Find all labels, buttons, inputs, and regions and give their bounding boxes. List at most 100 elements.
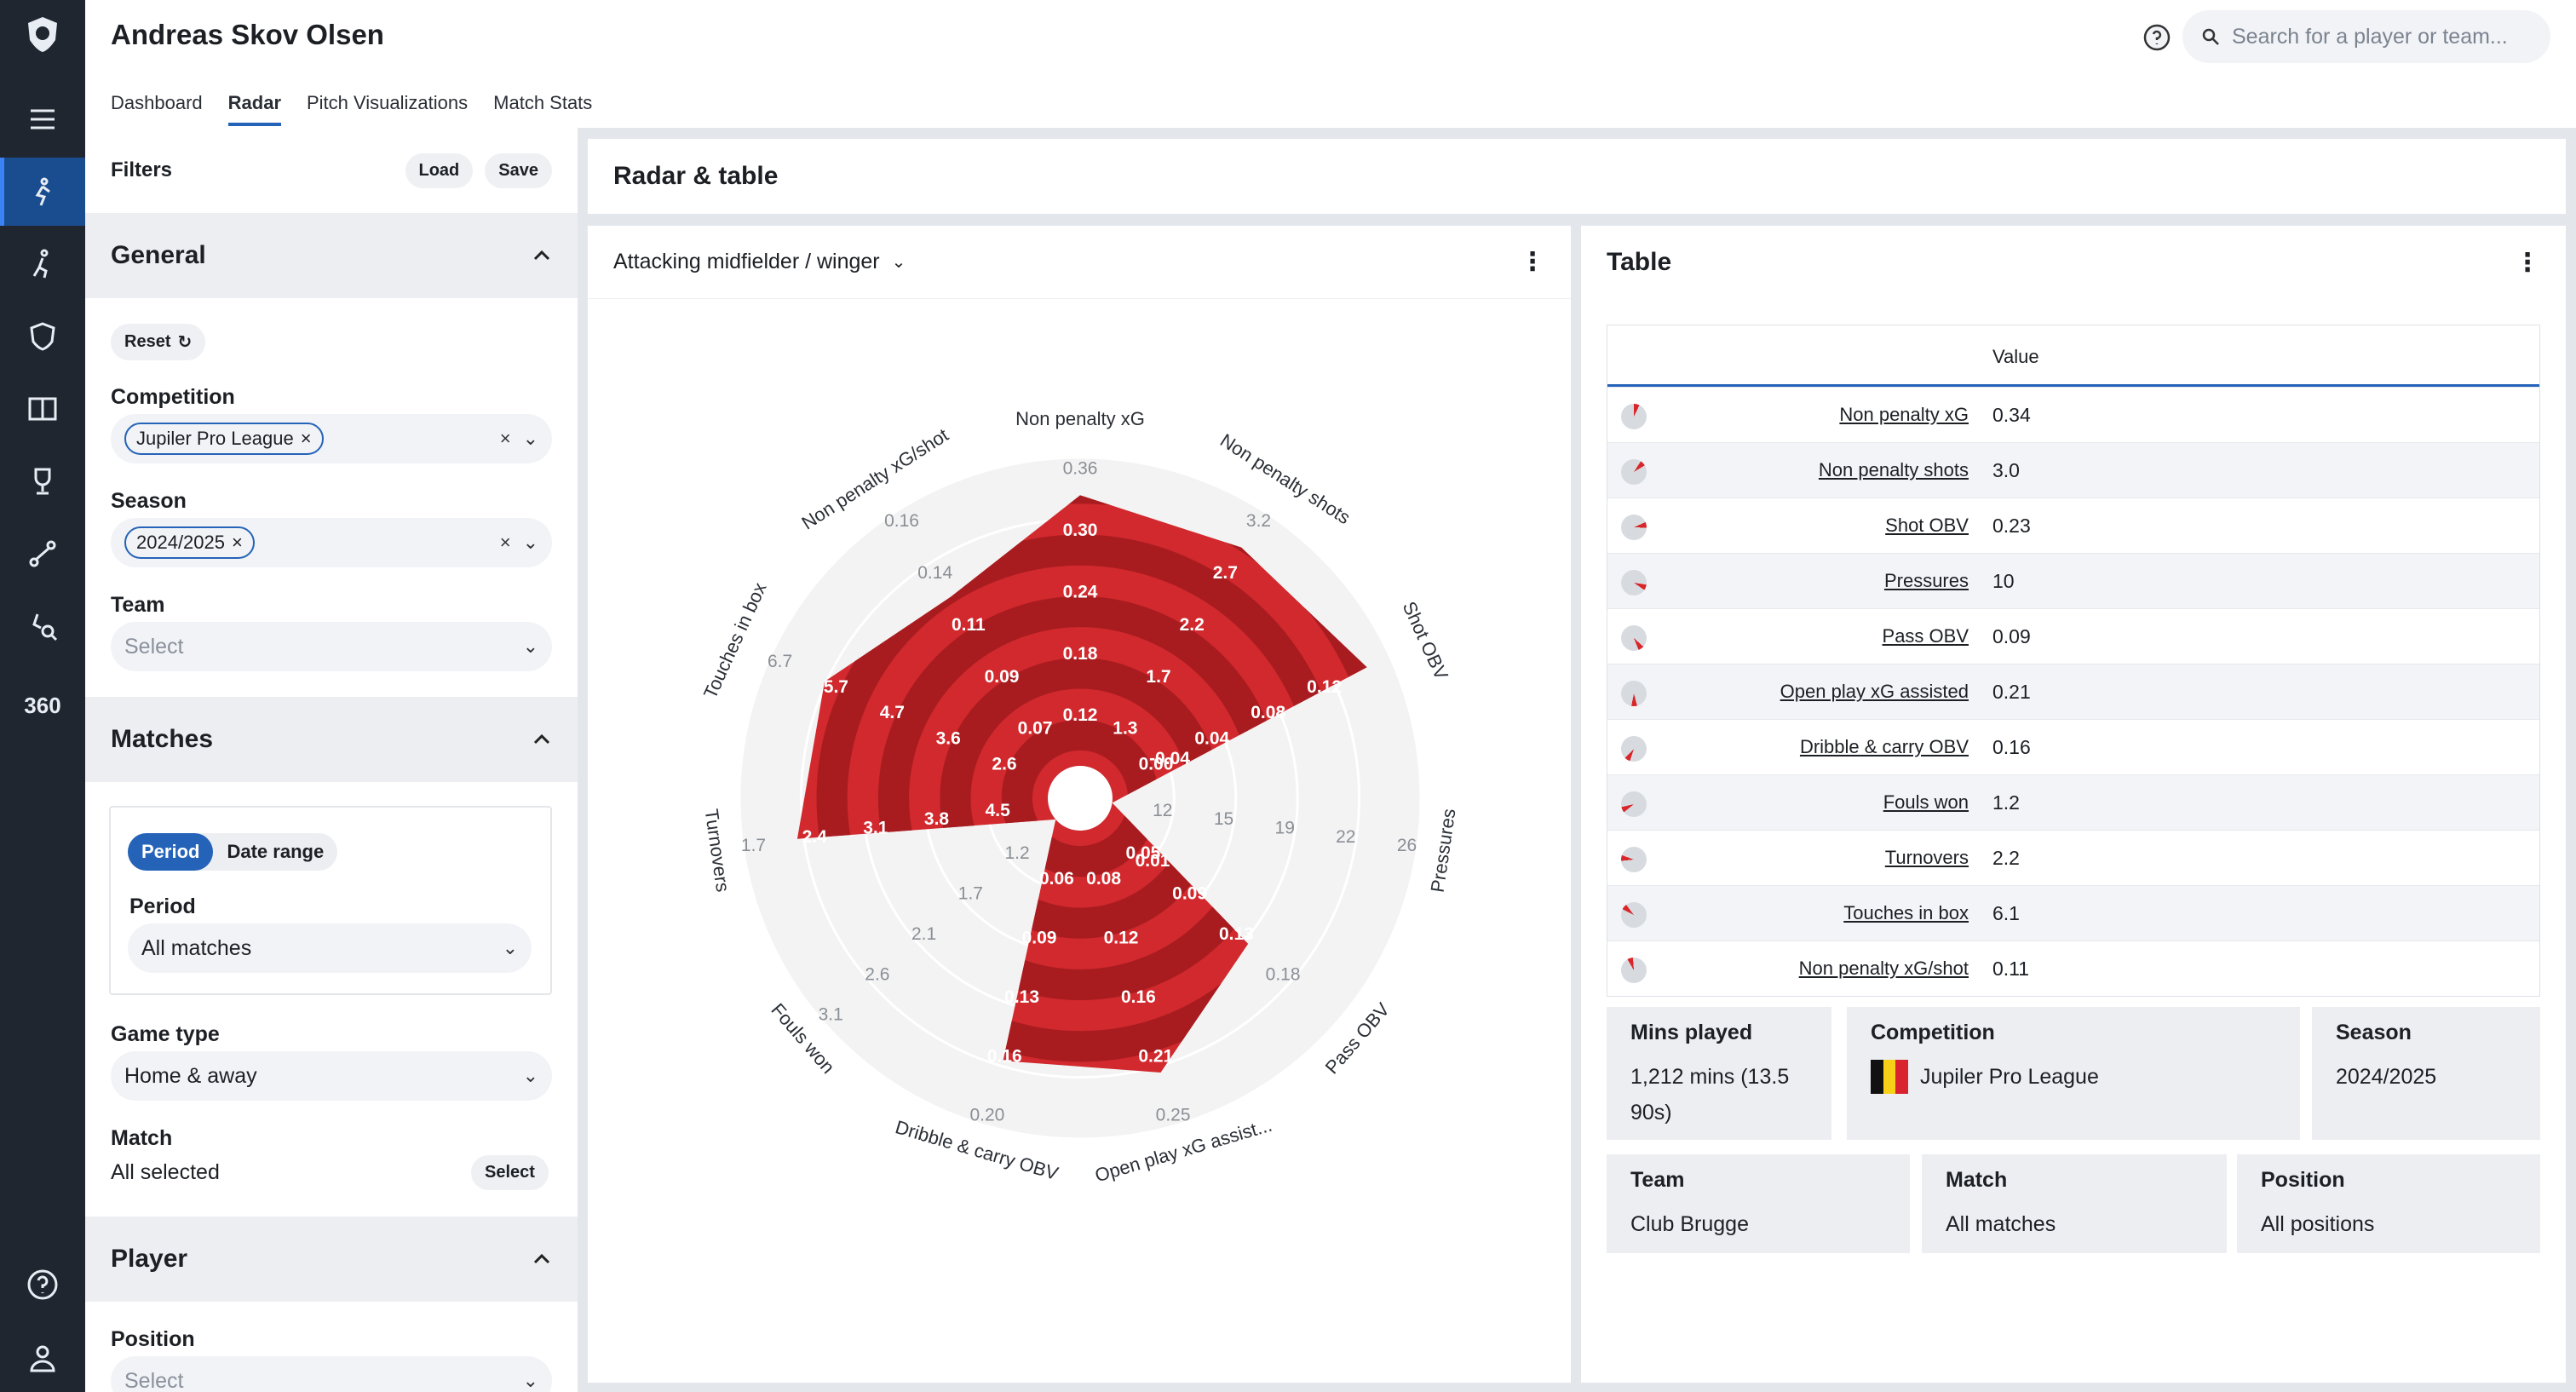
game-type-value: Home & away (124, 1063, 257, 1088)
metric-value: 10 (1992, 569, 2015, 592)
radar-tick-label: 0.14 (917, 563, 952, 583)
help-icon[interactable] (2142, 22, 2172, 53)
period-value: All matches (141, 935, 252, 960)
save-button[interactable]: Save (485, 152, 552, 188)
game-type-label: Game type (111, 1022, 220, 1046)
filters-title: Filters (111, 158, 173, 181)
season-chip[interactable]: 2024/2025 × (124, 526, 255, 559)
radar-tick-label: 0.24 (1063, 582, 1098, 601)
competition-select[interactable]: Jupiler Pro League × × ⌄ (111, 414, 552, 463)
network-icon[interactable] (0, 520, 85, 588)
metric-value: 0.34 (1992, 403, 2031, 426)
radar-tick-label: 0.08 (1251, 703, 1285, 722)
metric-link[interactable]: Non penalty xG (1839, 404, 1969, 425)
radar-tick-label: -0.04 (1149, 749, 1190, 768)
game-type-select[interactable]: Home & away ⌄ (111, 1051, 552, 1101)
chevron-down-icon: ⌄ (522, 636, 538, 657)
metric-link[interactable]: Open play xG assisted (1780, 681, 1969, 702)
chevron-up-icon (533, 733, 550, 745)
season-value: 2024/2025 (2336, 1065, 2437, 1089)
metric-link[interactable]: Non penalty xG/shot (1798, 958, 1969, 979)
metric-link[interactable]: Non penalty shots (1818, 459, 1969, 480)
remove-chip-icon[interactable]: × (300, 428, 312, 449)
tab-pitch-visualizations[interactable]: Pitch Visualizations (307, 92, 469, 113)
radar-tick-label: 3.1 (863, 819, 888, 838)
metric-link[interactable]: Touches in box (1843, 902, 1969, 923)
player-section-header[interactable]: Player (85, 1217, 578, 1302)
metric-link[interactable]: Shot OBV (1885, 515, 1969, 536)
match-label: Match (111, 1126, 173, 1150)
metric-value: 0.23 (1992, 514, 2031, 537)
metric-link[interactable]: Pass OBV (1882, 625, 1969, 647)
clear-icon[interactable]: × (499, 428, 511, 449)
radar-tick-label: 3.2 (1246, 511, 1271, 531)
search-input[interactable]: Search for a player or team... (2182, 10, 2550, 63)
tab-dashboard[interactable]: Dashboard (111, 92, 203, 113)
match-value: All matches (1946, 1212, 2056, 1236)
matches-title: Matches (111, 725, 214, 753)
radar-tick-label: 1.7 (1146, 667, 1170, 687)
toggle-period[interactable]: Period (128, 833, 214, 871)
table-row: Non penalty xG 0.34 (1607, 387, 2539, 442)
remove-chip-icon[interactable]: × (232, 532, 243, 553)
more-options-icon[interactable]: ⋮ (1520, 248, 1545, 276)
period-toggle: Period Date range (128, 833, 338, 871)
competition-chip[interactable]: Jupiler Pro League × (124, 423, 324, 455)
match-label: Match (1946, 1168, 2008, 1192)
match-select-button[interactable]: Select (471, 1155, 549, 1190)
mins-label: Mins played (1630, 1021, 1753, 1044)
general-section-header[interactable]: General (85, 213, 578, 298)
tab-match-stats[interactable]: Match Stats (493, 92, 593, 113)
matches-section-header[interactable]: Matches (85, 697, 578, 782)
toggle-date-range[interactable]: Date range (227, 841, 325, 862)
player-icon[interactable] (0, 158, 85, 226)
help-icon[interactable] (0, 1251, 85, 1319)
radar-tick-label: 2.4 (802, 827, 828, 847)
scout-icon[interactable] (0, 592, 85, 660)
radar-chart: 0.12 0.18 0.24 0.30 0.36 Non penalty xG 1.3 1.7… (699, 408, 1460, 1186)
trophy-icon[interactable] (0, 447, 85, 515)
page-header: Andreas Skov Olsen Search for a player o… (85, 0, 2576, 128)
more-options-icon[interactable]: ⋮ (2515, 248, 2540, 277)
radar-card: Attacking midfielder / winger ⌄ ⋮ 0.12 0.… (588, 226, 1571, 1383)
radar-tick-label: 0.16 (884, 511, 919, 531)
metric-link[interactable]: Pressures (1883, 570, 1969, 591)
shield-icon[interactable] (0, 302, 85, 371)
metric-link[interactable]: Fouls won (1883, 791, 1969, 813)
percentile-pie-icon (1621, 404, 1647, 429)
percentile-pie-icon (1621, 459, 1647, 485)
clear-icon[interactable]: × (499, 532, 511, 553)
position-box: Position All positions (2237, 1154, 2540, 1253)
user-icon[interactable] (0, 1324, 85, 1392)
radar-template-select[interactable]: Attacking midfielder / winger (613, 250, 880, 273)
tab-radar[interactable]: Radar (227, 92, 281, 126)
percentile-pie-icon (1621, 736, 1647, 762)
metric-link[interactable]: Turnovers (1884, 847, 1969, 868)
metric-link[interactable]: Dribble & carry OBV (1799, 736, 1969, 757)
radar-tick-label: 1.2 (1004, 843, 1029, 863)
radar-tick-label: 0.04 (1194, 728, 1229, 748)
season-select[interactable]: 2024/2025 × × ⌄ (111, 518, 552, 567)
position-select[interactable]: Select ⌄ (111, 1356, 552, 1392)
position-label: Position (2261, 1168, 2345, 1192)
list-icon[interactable] (0, 85, 85, 153)
percentile-pie-icon (1621, 570, 1647, 595)
team-select[interactable]: Select ⌄ (111, 622, 552, 671)
reset-label: Reset (124, 332, 171, 351)
metric-value: 2.2 (1992, 846, 2020, 869)
radar-tick-label: 0.12 (1104, 928, 1139, 947)
reset-button[interactable]: Reset ↻ (111, 324, 206, 360)
chevron-down-icon: ⌄ (891, 253, 906, 272)
load-button[interactable]: Load (405, 152, 474, 188)
belgium-flag-icon (1871, 1060, 1909, 1094)
competition-label: Competition (1871, 1021, 1995, 1044)
table-body: Non penalty xG 0.34 Non penalty shots 3.0 Sh… (1607, 387, 2539, 996)
360-link[interactable]: 360 (24, 692, 61, 718)
pitch-icon[interactable] (0, 375, 85, 443)
radar-tick-label: 22 (1336, 827, 1355, 847)
percentile-pie-icon (1621, 515, 1647, 540)
runner-icon[interactable] (0, 230, 85, 298)
logo-icon[interactable] (0, 0, 85, 68)
period-select[interactable]: All matches ⌄ (128, 923, 532, 973)
percentile-pie-icon (1621, 847, 1647, 872)
